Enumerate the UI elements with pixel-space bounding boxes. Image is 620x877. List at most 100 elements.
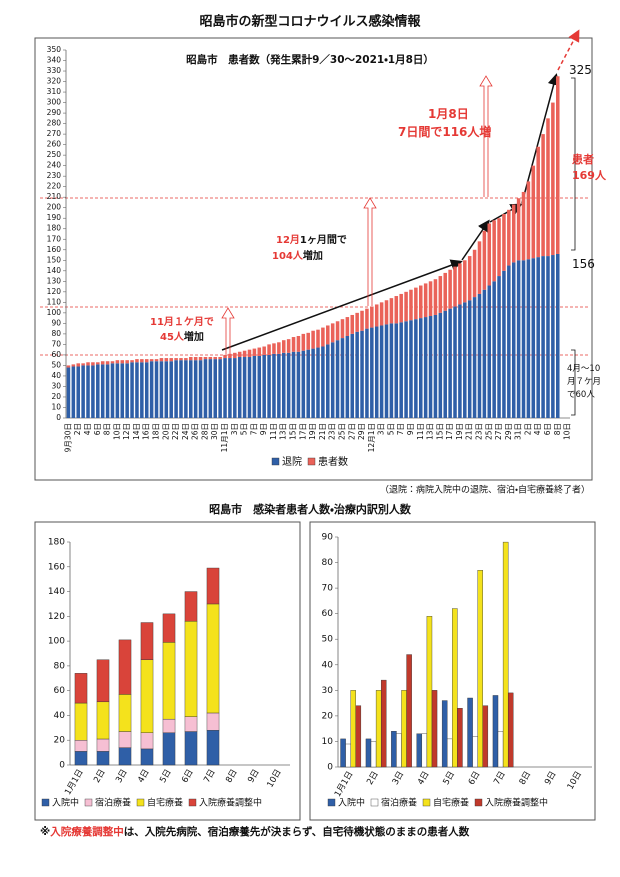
x-tick-label: 12月1日 (367, 423, 376, 452)
y-tick-label: 280 (47, 119, 62, 128)
bar (433, 314, 438, 418)
bar (257, 347, 262, 356)
bar (379, 325, 384, 418)
x-tick-label: 8日 (553, 423, 562, 435)
bar (66, 367, 71, 418)
y-tick-label: 210 (47, 192, 62, 201)
y-tick-label: 60 (54, 686, 66, 696)
bar (71, 366, 76, 418)
bar (556, 253, 560, 418)
y-tick-label: 240 (47, 161, 62, 170)
bar (140, 622, 154, 660)
bar (441, 700, 448, 768)
bar (536, 257, 540, 418)
bar (306, 332, 310, 350)
chart-frame (309, 521, 596, 821)
y-tick-label: 200 (47, 203, 62, 212)
bar (208, 359, 213, 418)
x-tick-label: 31日 (514, 423, 523, 440)
annotation: 156 (572, 257, 595, 271)
y-tick-label: 170 (47, 234, 62, 243)
bar (477, 570, 483, 768)
y-tick-label: 80 (54, 661, 66, 671)
bar (443, 272, 447, 311)
text-segment: 患者 (572, 152, 594, 166)
bar (355, 331, 359, 418)
bar (374, 326, 379, 418)
bar (281, 340, 286, 353)
bar (467, 697, 473, 768)
bar (406, 654, 412, 768)
annotation: 7日間で116人増 (398, 124, 491, 139)
bar (130, 362, 134, 418)
annotation: 月７ケ月 (567, 377, 601, 387)
legend-swatch (327, 798, 336, 807)
bar (74, 702, 88, 741)
bar (120, 363, 125, 418)
bar (286, 339, 291, 353)
x-tick-label: 7日 (249, 423, 258, 435)
bar (105, 361, 110, 365)
bar (311, 348, 315, 418)
bar (223, 358, 227, 418)
bar (247, 357, 252, 418)
bar (453, 266, 457, 307)
bar (179, 358, 183, 361)
y-tick-label: 90 (51, 318, 61, 327)
x-tick-label: 7日 (396, 423, 405, 435)
bar (370, 327, 374, 418)
y-tick-label: 100 (48, 637, 65, 647)
x-tick-label: 14日 (132, 423, 141, 440)
bar (541, 134, 545, 257)
x-tick-label: 16日 (142, 423, 151, 440)
bar (96, 364, 100, 418)
x-tick-label: 15日 (289, 423, 298, 440)
bar (316, 347, 320, 418)
bar (96, 659, 110, 703)
x-tick-label: 17日 (298, 423, 307, 440)
bar (389, 298, 394, 324)
bar (110, 361, 115, 364)
bar (159, 361, 164, 418)
text-segment: 156 (572, 257, 595, 271)
bar (394, 296, 399, 324)
x-tick-label: 13日 (426, 423, 435, 440)
bar (140, 748, 154, 766)
bar (391, 731, 397, 768)
y-tick-label: 60 (51, 350, 61, 359)
bar (277, 342, 281, 354)
bar (365, 328, 369, 418)
bar (218, 359, 222, 418)
y-tick-label: 350 (47, 45, 62, 54)
bar (281, 352, 286, 418)
bar (355, 705, 362, 768)
y-tick-label: 330 (47, 66, 62, 75)
bar (482, 230, 487, 290)
x-tick-label: 30日 (210, 423, 219, 440)
page-title: 昭島市の新型コロナウイルス感染情報 (199, 14, 421, 30)
bar (118, 731, 132, 748)
bar (257, 355, 262, 418)
bar (330, 323, 335, 343)
bar (169, 358, 173, 362)
bar (96, 362, 100, 365)
bar (115, 363, 120, 418)
bar (213, 357, 218, 360)
y-tick-label: 270 (47, 129, 62, 138)
bar (448, 308, 452, 418)
bar (74, 751, 88, 766)
bar (507, 209, 511, 266)
x-tick-label: 10日 (563, 423, 572, 440)
x-tick-label: 11月1日 (220, 423, 229, 452)
legend-label: 宿泊療養 (95, 797, 131, 809)
bar (345, 335, 350, 418)
bar (467, 256, 472, 301)
bar (472, 736, 478, 768)
y-tick-label: 70 (51, 339, 61, 348)
decorations (40, 29, 590, 416)
bar (233, 352, 237, 359)
bar (296, 351, 301, 418)
bar (384, 324, 389, 418)
x-tick-label: 23日 (474, 423, 483, 440)
legend-swatch (474, 798, 483, 807)
